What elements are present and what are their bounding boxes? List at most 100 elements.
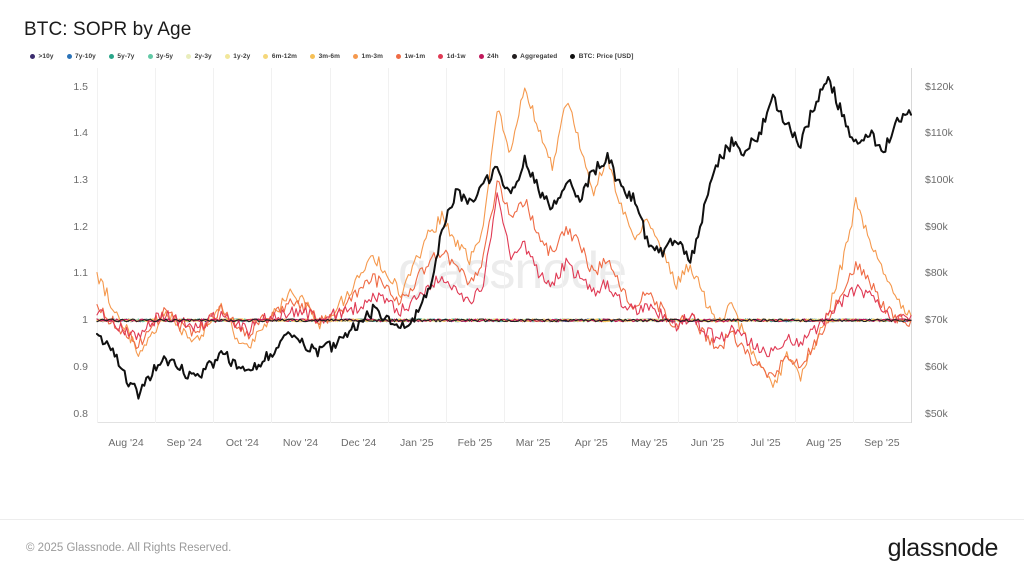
- x-gridline: [97, 67, 98, 423]
- legend-item-6m-12m[interactable]: 6m-12m: [263, 53, 297, 60]
- x-gridline: [387, 67, 389, 423]
- y-axis-left-tick-label: 1.1: [73, 267, 88, 280]
- legend-item-2y-3y[interactable]: 2y-3y: [186, 53, 212, 60]
- x-gridline: [852, 67, 854, 423]
- legend-swatch-icon: [396, 53, 401, 59]
- y-axis-right-tick-label: $100k: [925, 174, 954, 187]
- legend-swatch-icon: [66, 53, 72, 59]
- legend-swatch-icon: [147, 53, 153, 59]
- legend-item-label: BTC: Price [USD]: [578, 52, 634, 60]
- legend-item-btc-price-usd[interactable]: BTC: Price [USD]: [570, 53, 633, 60]
- y-axis-right-tick-label: $120k: [925, 80, 954, 93]
- x-axis-tick-label: May '25: [631, 437, 668, 449]
- y-axis-right-tick-label: $60k: [925, 360, 948, 373]
- legend-swatch-icon: [224, 53, 230, 59]
- x-axis-tick-label: Aug '25: [806, 437, 842, 449]
- legend-item-label: 2y-3y: [194, 52, 212, 60]
- x-axis-tick-label: Apr '25: [574, 437, 608, 449]
- legend-swatch-icon: [438, 53, 444, 59]
- legend-item-5y-7y[interactable]: 5y-7y: [108, 52, 135, 60]
- legend-item-label: 6m-12m: [271, 52, 298, 60]
- series-line-aggregated: [97, 319, 911, 322]
- legend-item-label: 5y-7y: [117, 52, 135, 60]
- legend-item-label: 24h: [487, 52, 499, 60]
- x-axis-tick-label: Feb '25: [457, 437, 493, 449]
- legend-item-7y-10y[interactable]: 7y-10y: [66, 52, 96, 60]
- legend-item-3m-6m[interactable]: 3m-6m: [310, 53, 340, 60]
- legend-item-label: 3m-6m: [318, 52, 341, 60]
- legend-swatch-icon: [310, 53, 316, 59]
- legend-swatch-icon: [186, 53, 192, 59]
- series-line-1w-1m: [97, 181, 911, 377]
- series-lines: [97, 68, 911, 423]
- y-axis-right-tick-label: $70k: [925, 314, 948, 327]
- y-axis-right-tick-label: $80k: [925, 267, 948, 280]
- legend-item-label: 1w-1m: [404, 52, 426, 60]
- x-axis-tick-label: Dec '24: [341, 437, 377, 449]
- x-axis-tick-label: Jul '25: [750, 437, 781, 449]
- legend-item-label: 1y-2y: [233, 52, 251, 60]
- series-line-btc-price-usd: [97, 77, 911, 399]
- chart-header: BTC: SOPR by Age: [0, 0, 1024, 41]
- legend-item-10y[interactable]: >10y: [30, 53, 54, 60]
- legend-swatch-icon: [108, 53, 114, 59]
- x-gridline: [736, 67, 738, 423]
- legend-item-label: 7y-10y: [75, 52, 96, 60]
- x-gridline: [271, 67, 273, 423]
- glassnode-logo: glassnode: [887, 533, 999, 562]
- y-axis-left-tick-label: 0.8: [73, 407, 88, 420]
- series-line-1d-1w: [97, 193, 911, 357]
- legend-swatch-icon: [30, 53, 35, 59]
- legend-item-1y-2y[interactable]: 1y-2y: [224, 52, 251, 60]
- x-gridline: [213, 67, 215, 423]
- plot-region: glassnode 0.8 0.9 1 1.1 1.2 1.3 1.4 1.5 $50k $60…: [0, 60, 1024, 519]
- x-gridline: [562, 67, 564, 423]
- chart-footer: © 2025 Glassnode. All Rights Reserved. g…: [0, 519, 1024, 576]
- x-axis-tick-label: Aug '24: [108, 437, 144, 449]
- y-axis-left-tick-label: 1.3: [73, 174, 88, 187]
- legend-item-label: 1m-3m: [361, 52, 383, 60]
- x-axis-tick-label: Mar '25: [515, 437, 551, 449]
- y-axis-left-tick-label: 1.2: [73, 220, 88, 233]
- legend-item-1d-1w[interactable]: 1d-1w: [438, 52, 466, 60]
- legend-item-24h[interactable]: 24h: [478, 52, 499, 60]
- legend-item-label: 1d-1w: [446, 52, 466, 60]
- x-axis-tick-label: Sep '24: [166, 437, 202, 449]
- legend-item-label: 3y-5y: [156, 52, 174, 60]
- x-gridline: [504, 67, 505, 423]
- series-line-1m-3m: [97, 88, 911, 387]
- y-axis-right-line: [911, 67, 912, 423]
- x-axis-tick-label: Jun '25: [690, 437, 725, 449]
- legend-swatch-icon: [353, 53, 359, 59]
- legend-item-3y-5y[interactable]: 3y-5y: [147, 52, 174, 60]
- legend-swatch-icon: [511, 53, 517, 59]
- x-gridline: [620, 67, 622, 423]
- legend-item-aggregated[interactable]: Aggregated: [511, 52, 558, 60]
- x-axis-tick-label: Oct '24: [225, 437, 259, 449]
- x-gridline: [678, 67, 680, 423]
- legend-item-label: Aggregated: [520, 52, 558, 60]
- x-gridline: [794, 67, 796, 423]
- legend-item-1w-1m[interactable]: 1w-1m: [396, 53, 425, 60]
- y-axis-left-tick-label: 1.5: [73, 80, 88, 93]
- copyright-text: © 2025 Glassnode. All Rights Reserved.: [26, 542, 232, 554]
- y-axis-right-tick-label: $50k: [925, 407, 948, 420]
- legend-item-1m-3m[interactable]: 1m-3m: [353, 53, 383, 60]
- y-axis-right-tick-label: $110k: [925, 127, 953, 140]
- x-axis-tick-label: Jan '25: [400, 437, 434, 449]
- y-axis-left-tick-label: 1: [82, 314, 88, 327]
- x-gridline: [329, 67, 331, 423]
- x-gridline: [445, 67, 447, 423]
- chart-legend[interactable]: >10y 7y-10y 5y-7y 3y-5y 2y-3y 1y-2y 6m-12m 3m-6…: [0, 41, 1024, 60]
- y-axis-left-tick-label: 1.4: [73, 127, 88, 140]
- legend-swatch-icon: [478, 53, 484, 59]
- plot-area: 0.8 0.9 1 1.1 1.2 1.3 1.4 1.5 $50k $60k $70k $80k $…: [73, 67, 954, 449]
- x-axis-tick-label: Nov '24: [282, 437, 319, 449]
- legend-item-label: >10y: [38, 52, 54, 60]
- legend-swatch-icon: [263, 53, 269, 59]
- legend-swatch-icon: [570, 53, 576, 59]
- y-axis-right-tick-label: $90k: [925, 220, 948, 233]
- x-gridline: [155, 67, 157, 423]
- y-axis-left-tick-label: 0.9: [73, 360, 88, 373]
